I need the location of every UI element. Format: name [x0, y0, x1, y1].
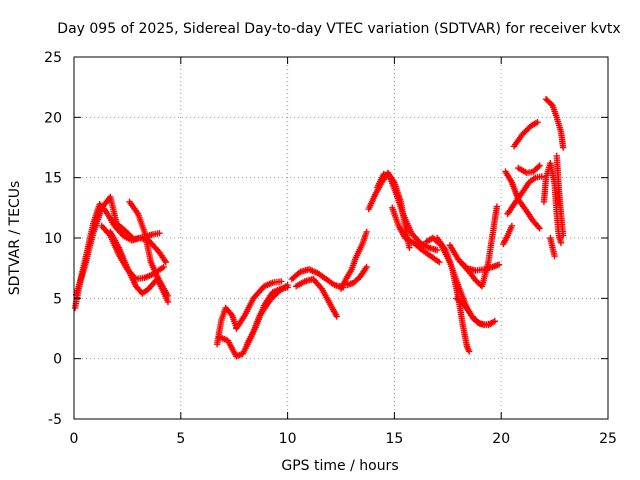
series-arc-16 — [389, 204, 443, 266]
data-point — [164, 292, 172, 300]
data-point — [559, 144, 567, 151]
y-tick-label: 20 — [44, 110, 62, 126]
y-axis-label: SDTVAR / TECUs — [7, 181, 23, 296]
series-arc-15 — [374, 170, 441, 254]
data-point — [559, 232, 567, 239]
y-tick-label: 5 — [53, 291, 62, 307]
data-point — [164, 298, 172, 306]
data-point — [547, 100, 555, 108]
data-point — [536, 225, 543, 232]
x-tick-label: 10 — [279, 431, 297, 447]
series-arc-25 — [500, 222, 516, 248]
data-point — [465, 348, 473, 355]
x-axis-label: GPS time / hours — [281, 458, 398, 474]
y-tick-label: 15 — [44, 171, 62, 187]
x-tick-label: 5 — [176, 431, 185, 447]
series-arc-12 — [337, 228, 370, 292]
x-tick-label: 20 — [492, 431, 510, 447]
series-arc-8 — [233, 278, 285, 332]
series-arc-5 — [126, 198, 172, 300]
data-point — [538, 173, 545, 180]
data-point — [160, 263, 167, 271]
y-tick-label: -5 — [48, 412, 62, 428]
data-point — [277, 278, 285, 285]
series-arc-19 — [446, 242, 503, 274]
data-point — [508, 222, 516, 230]
axis-ticks — [73, 56, 609, 420]
series-arc-24 — [515, 162, 543, 177]
data-point — [333, 313, 340, 320]
data-point — [493, 203, 501, 210]
y-tick-label: 10 — [44, 231, 62, 247]
series-arc-30 — [553, 152, 567, 239]
series-arc-28 — [542, 96, 567, 151]
data-point — [436, 258, 443, 266]
x-tick-label: 0 — [70, 431, 79, 447]
series-arc-18 — [433, 234, 473, 355]
data-point — [162, 258, 170, 266]
series-arc-26 — [510, 118, 541, 150]
data-point — [551, 252, 558, 260]
data-point — [536, 162, 543, 169]
data-point — [156, 229, 163, 237]
data-point — [534, 118, 541, 126]
data-point — [284, 284, 291, 291]
x-tick-label: 25 — [599, 431, 617, 447]
series-arc-7 — [216, 281, 291, 360]
tick-labels: 0 5 10 15 20 25 -5 0 5 10 15 20 25 — [44, 50, 617, 447]
series-arc-23 — [504, 173, 545, 218]
y-tick-label: 0 — [53, 352, 62, 368]
data-point — [491, 318, 498, 325]
data-point — [433, 246, 441, 254]
data-point — [557, 239, 565, 247]
x-tick-label: 15 — [385, 431, 403, 447]
data-point — [363, 263, 370, 271]
data-point — [495, 261, 503, 268]
data-point — [406, 244, 413, 251]
data-point — [129, 234, 136, 241]
y-tick-label: 25 — [44, 50, 62, 66]
grid-lines — [74, 57, 608, 419]
series-arc-9 — [243, 284, 291, 348]
data-point — [363, 228, 370, 236]
chart-title: Day 095 of 2025, Sidereal Day-to-day VTE… — [57, 21, 620, 37]
data-point — [535, 163, 542, 171]
data-marks — [71, 96, 567, 360]
series-arc-29 — [547, 234, 558, 260]
series-arc-22 — [502, 168, 543, 232]
series-arc-21 — [453, 295, 494, 329]
series-arc-20 — [457, 203, 501, 290]
series-arc-11 — [292, 275, 340, 320]
data-point — [487, 320, 494, 327]
series-arc-13 — [344, 263, 370, 289]
